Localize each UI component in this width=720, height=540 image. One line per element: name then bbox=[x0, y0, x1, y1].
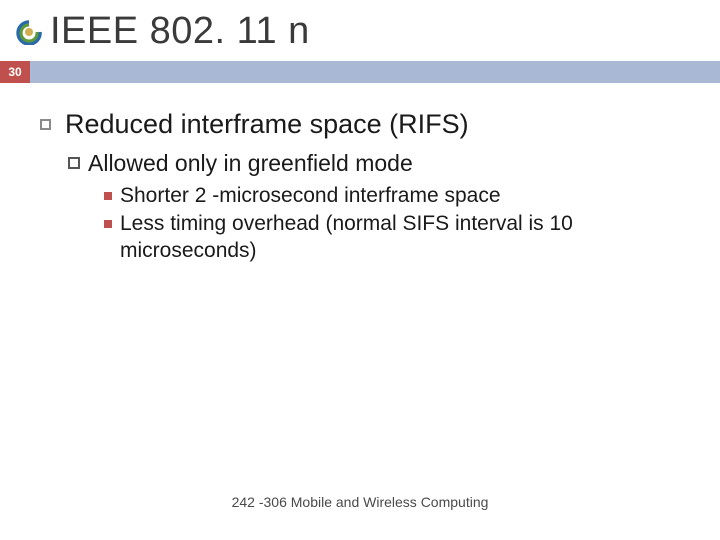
content-area: Reduced interframe space (RIFS) Allowed … bbox=[0, 83, 720, 264]
title-row: IEEE 802. 11 n bbox=[0, 0, 720, 61]
logo-icon bbox=[14, 19, 44, 45]
bullet-level-3: Shorter 2 -microsecond interframe space bbox=[104, 183, 680, 209]
bullet-text: Allowed only in greenfield mode bbox=[88, 150, 413, 177]
bullet-text: Less timing overhead (normal SIFS interv… bbox=[120, 211, 680, 264]
bullet-square-solid-icon bbox=[104, 192, 112, 200]
bullet-level-3: Less timing overhead (normal SIFS interv… bbox=[104, 211, 680, 264]
slide-number: 30 bbox=[0, 61, 30, 83]
bullet-text: Reduced interframe space (RIFS) bbox=[65, 109, 469, 140]
bullet-level-1: Reduced interframe space (RIFS) bbox=[40, 109, 680, 140]
slide-title: IEEE 802. 11 n bbox=[50, 10, 310, 53]
footer-text: 242 -306 Mobile and Wireless Computing bbox=[0, 494, 720, 510]
accent-band bbox=[30, 61, 720, 83]
bullet-square-open-icon bbox=[40, 119, 51, 130]
bullet-level-2: Allowed only in greenfield mode bbox=[68, 150, 680, 177]
bullet-square-solid-icon bbox=[104, 220, 112, 228]
bullet-text: Shorter 2 -microsecond interframe space bbox=[120, 183, 501, 209]
bullet-square-open-icon bbox=[68, 157, 80, 169]
band-row: 30 bbox=[0, 61, 720, 83]
